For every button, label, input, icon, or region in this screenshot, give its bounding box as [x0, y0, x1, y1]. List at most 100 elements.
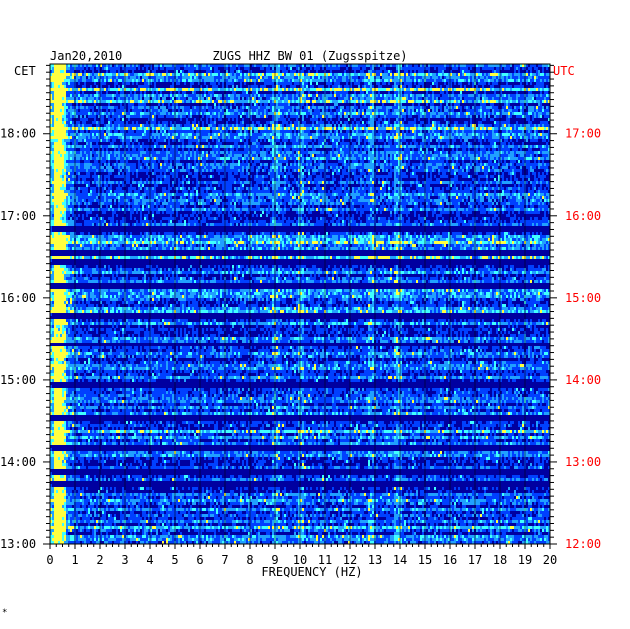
heatmap-cell	[136, 127, 138, 130]
heatmap-cell	[360, 106, 362, 109]
heatmap-cell	[282, 100, 284, 103]
heatmap-cell	[208, 88, 210, 91]
heatmap-cell	[222, 136, 224, 139]
heatmap-cell	[184, 88, 186, 91]
heatmap-cell	[154, 100, 156, 103]
heatmap-cell	[212, 88, 214, 91]
heatmap-cell	[402, 127, 404, 130]
heatmap-cell	[470, 73, 472, 76]
heatmap-cell	[66, 94, 68, 97]
heatmap-cell	[328, 88, 330, 91]
heatmap-cell	[376, 106, 378, 109]
heatmap-cell	[82, 79, 84, 82]
heatmap-cell	[130, 115, 132, 118]
heatmap-cell	[152, 124, 154, 127]
heatmap-cell	[62, 124, 64, 127]
heatmap-cell	[408, 115, 410, 118]
heatmap-cell	[330, 64, 332, 67]
heatmap-cell	[414, 76, 416, 79]
heatmap-cell	[266, 64, 268, 67]
heatmap-cell	[320, 115, 322, 118]
heatmap-cell	[528, 118, 530, 121]
heatmap-cell	[228, 73, 230, 76]
heatmap-cell	[120, 124, 122, 127]
heatmap-cell	[522, 130, 524, 133]
heatmap-cell	[70, 130, 72, 133]
heatmap-cell	[436, 130, 438, 133]
heatmap-cell	[258, 100, 260, 103]
heatmap-cell	[214, 64, 216, 67]
heatmap-cell	[180, 64, 182, 67]
heatmap-cell	[372, 118, 374, 121]
heatmap-cell	[98, 127, 100, 130]
heatmap-cell	[282, 88, 284, 91]
heatmap-cell	[368, 73, 370, 76]
heatmap-cell	[338, 88, 340, 91]
heatmap-cell	[180, 97, 182, 100]
heatmap-cell	[152, 79, 154, 82]
heatmap-cell	[306, 124, 308, 127]
heatmap-cell	[420, 115, 422, 118]
heatmap-cell	[482, 100, 484, 103]
heatmap-cell	[398, 109, 400, 112]
heatmap-cell	[104, 100, 106, 103]
heatmap-cell	[310, 67, 312, 70]
heatmap-cell	[78, 88, 80, 91]
heatmap-cell	[496, 67, 498, 70]
heatmap-cell	[246, 76, 248, 79]
heatmap-cell	[100, 121, 102, 124]
heatmap-cell	[294, 94, 296, 97]
heatmap-cell	[534, 127, 536, 130]
heatmap-cell	[364, 106, 366, 109]
heatmap-cell	[208, 64, 210, 67]
heatmap-cell	[492, 64, 494, 67]
heatmap-cell	[284, 67, 286, 70]
heatmap-cell	[342, 100, 344, 103]
heatmap-cell	[464, 112, 466, 115]
heatmap-cell	[392, 133, 394, 136]
heatmap-cell	[50, 64, 52, 67]
heatmap-cell	[318, 100, 320, 103]
heatmap-cell	[394, 106, 396, 109]
heatmap-cell	[290, 67, 292, 70]
heatmap-cell	[264, 115, 266, 118]
heatmap-cell	[298, 136, 300, 139]
heatmap-cell	[294, 121, 296, 124]
heatmap-cell	[244, 106, 246, 109]
heatmap-cell	[314, 67, 316, 70]
heatmap-cell	[454, 106, 456, 109]
heatmap-cell	[434, 115, 436, 118]
heatmap-cell	[436, 85, 438, 88]
heatmap-cell	[252, 97, 254, 100]
heatmap-cell	[64, 127, 66, 130]
heatmap-cell	[82, 124, 84, 127]
heatmap-cell	[154, 118, 156, 121]
heatmap-cell	[110, 70, 112, 73]
heatmap-cell	[422, 82, 424, 85]
heatmap-cell	[102, 115, 104, 118]
heatmap-cell	[190, 85, 192, 88]
heatmap-cell	[490, 130, 492, 133]
heatmap-cell	[336, 85, 338, 88]
heatmap-cell	[352, 130, 354, 133]
heatmap-cell	[128, 76, 130, 79]
heatmap-cell	[168, 94, 170, 97]
heatmap-cell	[138, 64, 140, 67]
heatmap-cell	[528, 106, 530, 109]
heatmap-cell	[452, 109, 454, 112]
heatmap-cell	[292, 64, 294, 67]
heatmap-cell	[110, 133, 112, 136]
heatmap-cell	[508, 88, 510, 91]
heatmap-cell	[212, 85, 214, 88]
heatmap-cell	[416, 67, 418, 70]
heatmap-cell	[92, 100, 94, 103]
heatmap-cell	[404, 106, 406, 109]
heatmap-cell	[392, 115, 394, 118]
heatmap-cell	[526, 136, 528, 139]
heatmap-cell	[62, 64, 64, 67]
heatmap-cell	[284, 76, 286, 79]
heatmap-cell	[476, 67, 478, 70]
heatmap-cell	[472, 112, 474, 115]
heatmap-cell	[356, 79, 358, 82]
heatmap-cell	[116, 82, 118, 85]
